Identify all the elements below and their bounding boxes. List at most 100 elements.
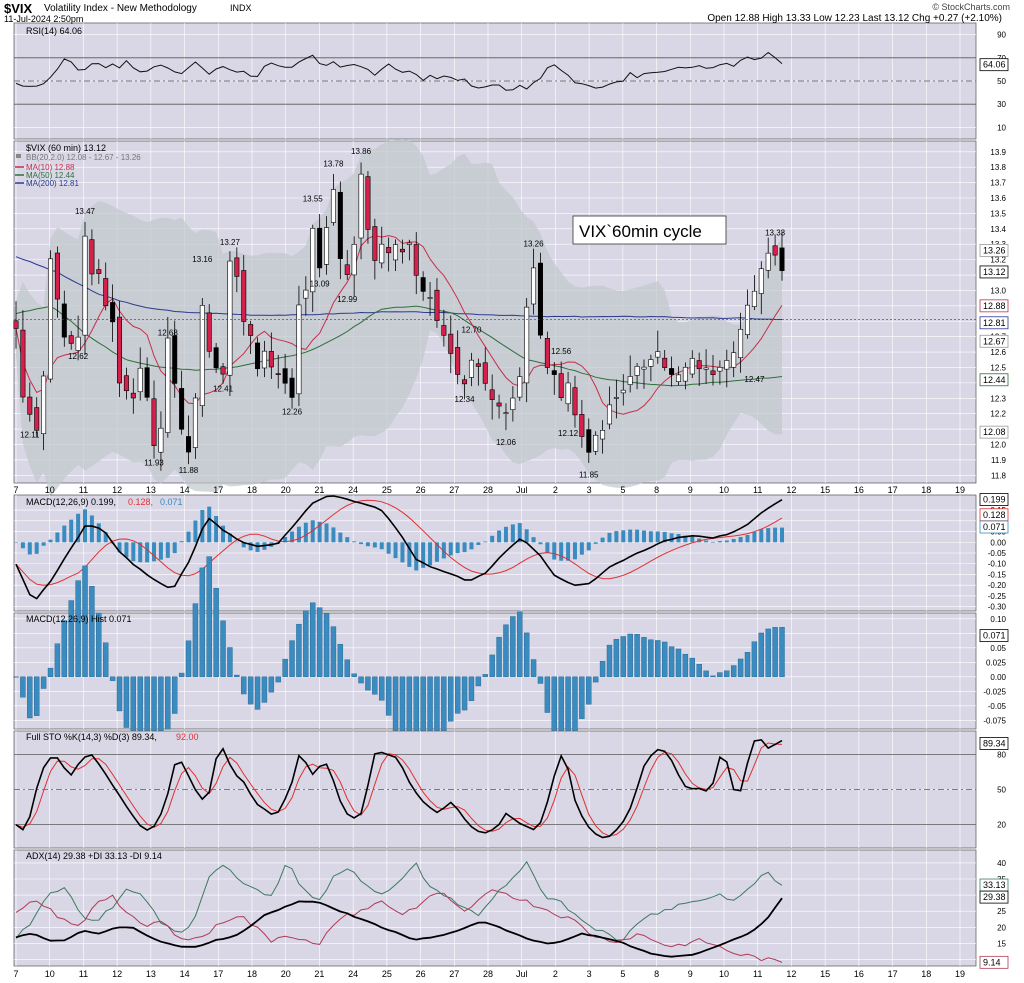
candle-body: [337, 191, 343, 259]
hist-bar: [303, 610, 309, 677]
candle-body: [641, 366, 647, 370]
hist-bar: [737, 658, 744, 677]
price-label: 11.88: [179, 466, 199, 475]
hist-bar: [261, 676, 268, 703]
candle-body: [151, 398, 157, 446]
candle-body: [165, 337, 171, 433]
hist-bar: [724, 670, 730, 677]
macd-hist-bar: [407, 542, 412, 567]
candle-body: [158, 427, 164, 453]
macd-hist-bar: [614, 531, 619, 543]
hist-bar: [241, 676, 247, 695]
macd-hist-bar: [331, 527, 336, 543]
hist-bar: [544, 676, 551, 713]
candle-body: [255, 342, 261, 370]
macd-hist-bar: [600, 537, 605, 543]
macd-hist-bar: [483, 541, 488, 543]
hist-bar: [109, 676, 116, 681]
ma10-line: [15, 234, 783, 415]
price-x-axis-label: 10: [719, 485, 729, 495]
candle-body: [317, 227, 323, 269]
macd-hist-bar: [221, 525, 226, 543]
price-x-axis-label: 24: [348, 485, 358, 495]
hist-bar: [47, 667, 54, 678]
candle-body: [586, 429, 592, 453]
plus-di-line: [15, 860, 783, 941]
hist-bar: [675, 648, 682, 678]
macd-hist-bar: [724, 540, 729, 543]
bb-legend-swatch: [16, 154, 21, 158]
hist-bar: [185, 640, 192, 678]
hist-bar: [592, 676, 599, 683]
candle-body: [68, 335, 74, 344]
candle-body: [186, 436, 192, 453]
candle-body: [379, 243, 385, 264]
macd-hist-bar: [283, 537, 288, 543]
candle-body: [275, 373, 281, 375]
macd-signal-label: 0.128,: [128, 497, 153, 507]
bottom-x-axis-label: 17: [888, 969, 898, 979]
candle-body: [199, 305, 205, 406]
hist-bar: [234, 674, 240, 677]
sto-k-line: [15, 738, 783, 839]
macd-hist-panel-tick-label: -0.05: [988, 702, 1007, 711]
price-panel-tick-label: 13.6: [990, 194, 1006, 203]
hist-bar: [682, 653, 689, 678]
price-x-axis-label: 11: [79, 485, 88, 495]
bottom-x-axis-label: 21: [314, 969, 324, 979]
macd-hist-bar: [207, 506, 212, 543]
candle-body: [689, 358, 695, 375]
candle-body: [61, 303, 67, 338]
price-x-axis-label: 11: [753, 485, 762, 495]
macd-hist-bar: [379, 542, 384, 550]
hist-bar: [454, 676, 461, 714]
macd-last-value-box: [979, 493, 1009, 506]
candle-body: [662, 357, 668, 368]
candle-body: [482, 362, 488, 384]
candle-body: [282, 368, 288, 384]
price-x-axis-label: 18: [921, 485, 931, 495]
macd-hist-last-value-box: [979, 520, 1009, 534]
macd-hist-bar: [655, 531, 660, 543]
bottom-x-axis-label: 25: [382, 969, 392, 979]
bottom-x-axis-label: 15: [820, 969, 830, 979]
macd-hist-bar: [462, 542, 467, 553]
macd-hist-bar: [158, 542, 163, 560]
hist-bar: [247, 676, 254, 705]
candle-body: [600, 430, 606, 440]
macd-hist-panel-tick-label: 0.025: [986, 658, 1007, 667]
macd-hist-bar: [717, 541, 722, 543]
candle-body: [289, 377, 295, 398]
macd-hist-bar: [510, 524, 515, 543]
price-x-axis-label: 17: [213, 485, 223, 495]
price-panel-tick-label: 13.9: [990, 148, 1006, 157]
bottom-x-axis-label: 12: [786, 969, 796, 979]
hist-bar: [751, 641, 758, 678]
candle-body: [565, 382, 571, 405]
bb-mid-value-box: [979, 334, 1009, 348]
sto-last-value-box: [979, 737, 1009, 750]
macd-hist-bar: [635, 529, 640, 543]
candle-body: [234, 257, 240, 277]
macd-hist-bar: [517, 523, 522, 543]
bb-lower-value: 12.08: [983, 427, 1006, 437]
hist-bar: [172, 676, 178, 714]
macd-hist-bar: [165, 542, 170, 558]
macd-signal-line: [15, 499, 783, 586]
price-label: 13.55: [303, 195, 324, 204]
price-label: 13.09: [310, 280, 331, 289]
macd-signal-last-value: 0.128: [983, 510, 1006, 520]
macd-last-value: 0.199: [983, 495, 1006, 505]
macd-hist-bar: [704, 540, 709, 543]
macd-hist-bar: [566, 542, 571, 561]
price-x-axis-label: 18: [247, 485, 257, 495]
price-panel-tick-label: 13.4: [990, 225, 1006, 234]
adx-panel-tick-label: 15: [997, 939, 1006, 948]
candle-body: [751, 290, 757, 307]
hist-bar: [54, 643, 61, 677]
bottom-x-axis-label: 8: [654, 969, 659, 979]
macd-panel-tick-label: 0.00: [990, 538, 1006, 547]
candle-body: [537, 262, 543, 336]
candle-body: [462, 379, 468, 385]
